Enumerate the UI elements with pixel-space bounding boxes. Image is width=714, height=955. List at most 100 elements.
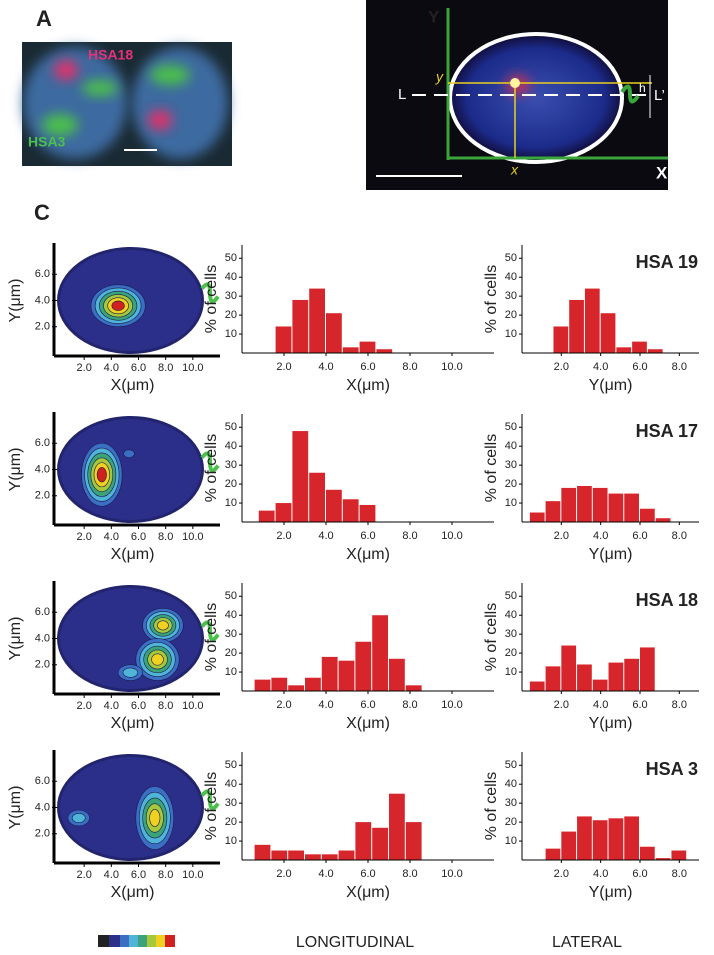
y-tick-label: 20	[505, 309, 517, 321]
bar	[305, 677, 321, 691]
contour-level	[123, 449, 135, 458]
bar	[376, 349, 393, 353]
x-tick-label: 8.0	[402, 530, 417, 542]
diagram-b	[366, 0, 668, 190]
x-tick-label: 2.0	[554, 530, 569, 542]
micrograph-a	[22, 42, 232, 166]
x-tick-label: 4.0	[104, 531, 119, 543]
chart: 2.0 4.0 6.0 2.0 4.0 6.0 8.0 10.0 X(μm) Y(μm)	[7, 750, 220, 901]
x-tick-label: 2.0	[77, 531, 92, 543]
chart: 10 20 30 40 50 2.0 4.0 6.0 8.0 Y(μm) % of cells	[483, 752, 699, 901]
x-axis-label: X(μm)	[346, 715, 390, 732]
bar	[271, 850, 288, 860]
y-axis-label: % of cells	[203, 265, 220, 333]
y-tick-label: 30	[225, 459, 237, 471]
contour-level	[151, 653, 164, 666]
bar	[608, 818, 624, 860]
x-axis-label: X(μm)	[111, 715, 155, 732]
y-tick-label: 50	[225, 421, 237, 433]
y-tick-label: 6.0	[35, 775, 50, 787]
bar	[632, 341, 647, 353]
x-axis-label: Y(μm)	[589, 715, 633, 732]
bar	[561, 487, 577, 522]
y-tick-label: 2.0	[35, 490, 50, 502]
y-tick-label: 50	[225, 590, 237, 602]
x-tick-label: 10.0	[182, 362, 203, 374]
x-tick-label: 6.0	[360, 361, 375, 373]
bar	[292, 431, 309, 522]
x-tick-label: 2.0	[276, 699, 291, 711]
chart: 10 20 30 40 50 2.0 4.0 6.0 8.0 10.0 X(μm) % of cell…	[203, 245, 494, 394]
y-axis-label: % of cells	[483, 265, 500, 333]
x-tick-label: 8.0	[158, 531, 173, 543]
x-tick-label: 6.0	[131, 700, 146, 712]
bar	[616, 347, 632, 353]
locus-marker	[200, 789, 220, 811]
x-tick-label: 8.0	[158, 869, 173, 881]
x-axis-label: Y(μm)	[589, 884, 633, 901]
bar	[326, 489, 342, 522]
y-tick-label: 40	[225, 609, 237, 621]
bar	[640, 508, 655, 522]
x-tick-label: 8.0	[158, 700, 173, 712]
y-tick-label: 50	[505, 759, 517, 771]
x-tick-label: 10.0	[441, 699, 462, 711]
chart: 10 20 30 40 50 2.0 4.0 6.0 8.0 Y(μm) % of cells	[483, 245, 699, 394]
y-tick-label: 20	[505, 647, 517, 659]
y-tick-label: 20	[225, 816, 237, 828]
bar	[254, 844, 271, 860]
bar	[561, 831, 577, 860]
chart: 2.0 4.0 6.0 2.0 4.0 6.0 8.0 10.0 X(μm) Y(μm)	[7, 243, 220, 394]
bar	[608, 493, 624, 522]
bar	[545, 501, 561, 522]
bar	[275, 326, 292, 353]
bar	[624, 493, 639, 522]
y-tick-label: 2.0	[35, 659, 50, 671]
bar	[389, 793, 405, 860]
y-tick-label: 40	[225, 440, 237, 452]
x-tick-label: 6.0	[131, 362, 146, 374]
y-axis-label: % of cells	[483, 772, 500, 840]
bar	[655, 858, 671, 860]
x-tick-label: 6.0	[360, 699, 375, 711]
y-axis-label: % of cells	[483, 603, 500, 671]
x-axis-label: X(μm)	[346, 377, 390, 394]
y-axis-label: Y(μm)	[7, 786, 24, 830]
bar	[569, 299, 584, 353]
y-tick-label: 40	[225, 271, 237, 283]
x-tick-label: 6.0	[632, 699, 647, 711]
bar	[355, 822, 372, 860]
bar	[608, 662, 624, 691]
x-tick-label: 4.0	[318, 530, 333, 542]
x-axis-label: Y(μm)	[589, 377, 633, 394]
chart: 2.0 4.0 6.0 2.0 4.0 6.0 8.0 10.0 X(μm) Y(μm)	[7, 581, 220, 732]
bar	[359, 504, 376, 522]
bar	[309, 288, 325, 353]
x-tick-label: 4.0	[318, 868, 333, 880]
bar	[592, 679, 608, 691]
bar	[258, 510, 275, 522]
bar	[545, 848, 561, 860]
x-tick-label: 8.0	[672, 530, 687, 542]
x-tick-label: 4.0	[104, 700, 119, 712]
y-tick-label: 10	[505, 328, 517, 340]
x-tick-label: 2.0	[554, 699, 569, 711]
chart: 10 20 30 40 50 2.0 4.0 6.0 8.0 Y(μm) % of cells	[483, 583, 699, 732]
y-tick-label: 20	[225, 309, 237, 321]
panel-label: C	[34, 200, 50, 225]
y-tick-label: 50	[505, 421, 517, 433]
x-tick-label: 6.0	[131, 531, 146, 543]
y-tick-label: 30	[505, 628, 517, 640]
row-label: HSA 17	[636, 421, 698, 441]
chart: 10 20 30 40 50 2.0 4.0 6.0 8.0 10.0 X(μm) % of cell…	[203, 583, 494, 732]
x-tick-label: 6.0	[360, 530, 375, 542]
x-tick-label: 8.0	[402, 699, 417, 711]
bar	[640, 846, 655, 860]
y-tick-label: 30	[225, 290, 237, 302]
row-label: HSA 19	[636, 252, 698, 272]
bar	[592, 487, 608, 522]
probe-label: HSA3	[28, 134, 66, 150]
y-tick-label: 20	[225, 647, 237, 659]
y-tick-label: 50	[505, 590, 517, 602]
distance-label: h	[639, 81, 646, 95]
